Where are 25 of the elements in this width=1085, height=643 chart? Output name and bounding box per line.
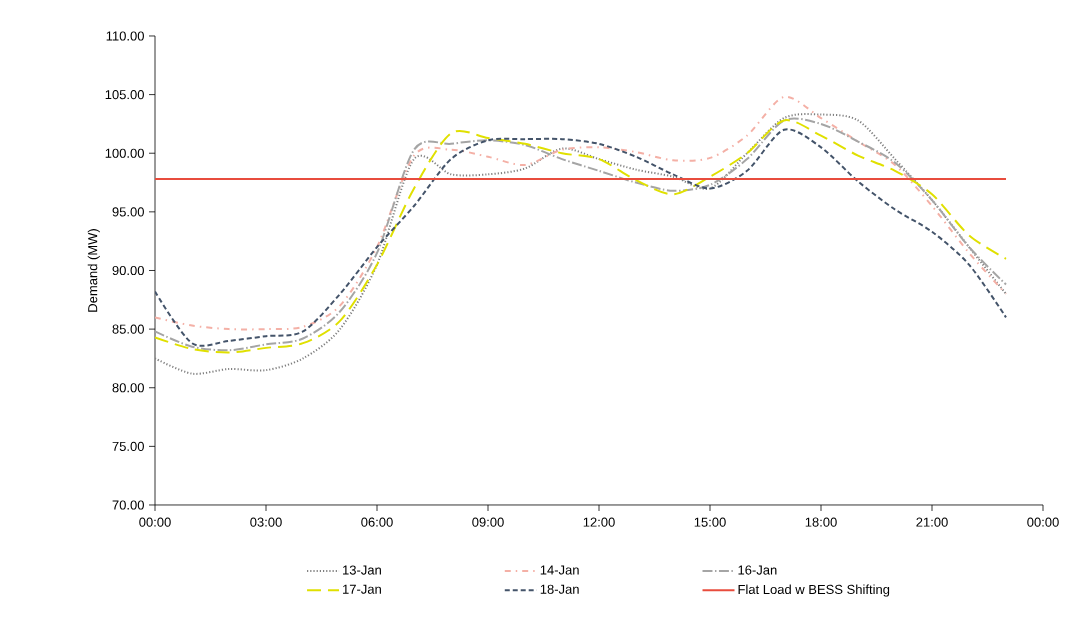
legend-label: 18-Jan [540,584,579,594]
y-tick-label: 75.00 [112,441,144,451]
legend-label: Flat Load w BESS Shifting [738,584,890,597]
x-tick-label: 06:00 [361,517,393,527]
legend-label: 17-Jan [343,584,381,594]
x-tick-label: 21:00 [916,517,948,527]
x-tick-label: 15:00 [694,517,726,527]
y-tick-label: 110.00 [106,31,144,41]
y-tick-label: 85.00 [112,324,144,334]
legend-label: 16-Jan [738,565,777,575]
x-tick-label: 03:00 [250,517,282,527]
x-tick-label: 18:00 [805,517,837,527]
y-axis-title: Demand (MW) [87,229,100,312]
x-tick-label: 00:00 [139,517,171,527]
x-tick-label: 09:00 [472,517,504,527]
x-tick-label: 12:00 [583,517,615,527]
y-tick-label: 70.00 [112,500,144,510]
y-tick-label: 90.00 [112,265,144,276]
y-tick-label: 100.00 [105,148,144,158]
y-tick-label: 105.00 [105,90,144,100]
legend-label: 13-Jan [343,565,381,575]
x-tick-label: 00:00 [1027,517,1059,527]
y-tick-label: 95.00 [112,207,144,217]
y-tick-label: 80.00 [112,383,144,393]
legend-label: 14-Jan [540,565,579,575]
